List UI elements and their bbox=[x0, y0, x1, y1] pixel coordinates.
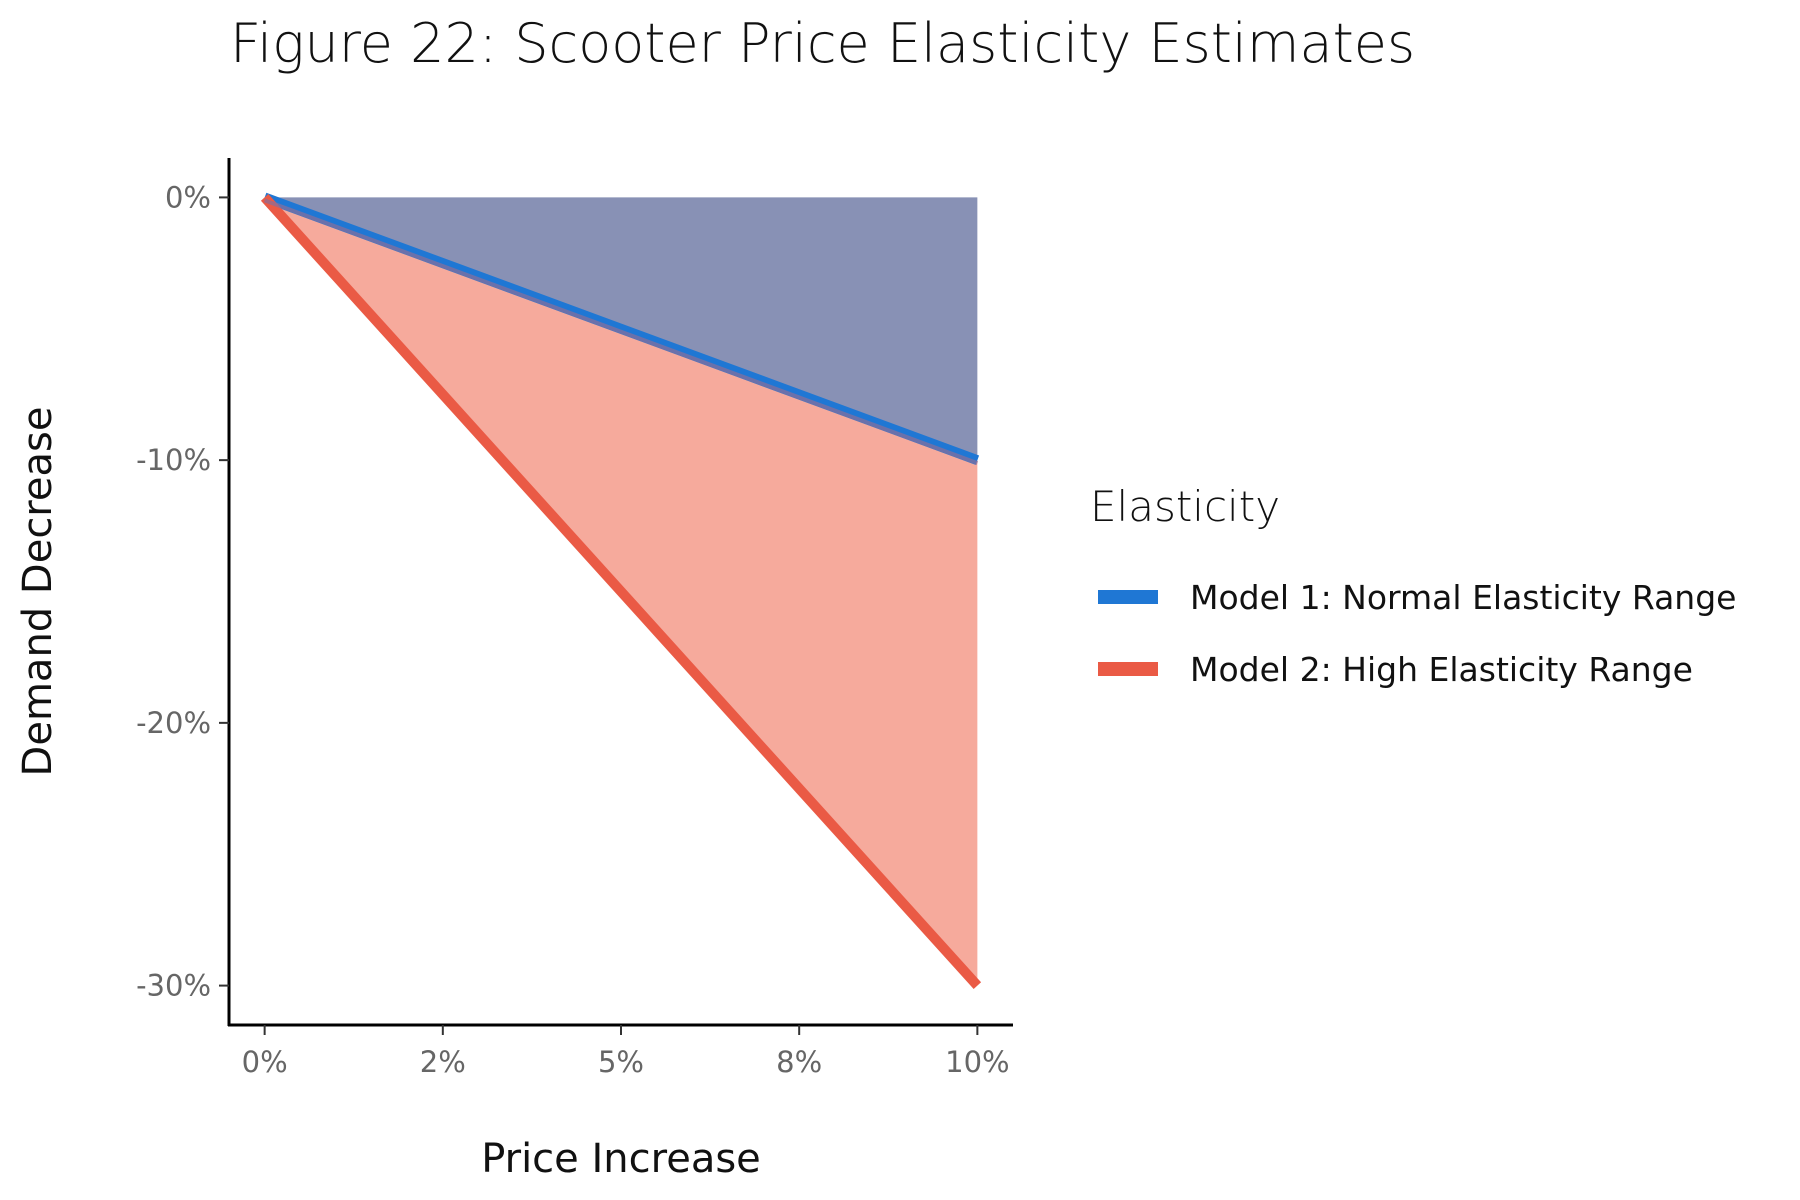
legend-title: Elasticity bbox=[1090, 482, 1281, 531]
legend-item-model-1: Model 1: Normal Elasticity Range bbox=[1090, 561, 1736, 633]
line-model-1 bbox=[262, 192, 980, 465]
x-tick-label-4: 10% bbox=[945, 1045, 1009, 1079]
x-tick-label-3: 8% bbox=[776, 1045, 822, 1079]
series-lines bbox=[260, 192, 982, 989]
chart-title: Figure 22: Scooter Price Elasticity Esti… bbox=[230, 12, 1416, 75]
x-tick-label-1: 2% bbox=[420, 1045, 466, 1079]
x-axis-title: Price Increase bbox=[481, 1136, 761, 1182]
legend-key-model-2 bbox=[1098, 662, 1158, 676]
legend-label-model-1: Model 1: Normal Elasticity Range bbox=[1190, 577, 1737, 617]
line-model-1-edge bbox=[263, 198, 979, 466]
y-tick-label-1: -10% bbox=[136, 443, 211, 477]
legend-key-model-1 bbox=[1098, 590, 1158, 604]
tick-labels: 0% 2% 5% 8% 10% 0% -10% -20% -30% bbox=[136, 180, 1010, 1079]
x-tick-label-2: 5% bbox=[598, 1045, 644, 1079]
x-tick-label-0: 0% bbox=[242, 1045, 288, 1079]
y-axis-title: Demand Decrease bbox=[15, 407, 61, 777]
tick-marks bbox=[219, 196, 979, 1035]
y-tick-label-3: -30% bbox=[136, 969, 211, 1003]
y-tick-label-2: -20% bbox=[136, 706, 211, 740]
line-model-2 bbox=[260, 194, 982, 989]
legend-item-model-2: Model 2: High Elasticity Range bbox=[1090, 633, 1736, 705]
legend-label-model-2: Model 2: High Elasticity Range bbox=[1190, 649, 1693, 689]
legend: Elasticity Model 1: Normal Elasticity Ra… bbox=[1090, 482, 1736, 705]
y-tick-label-0: 0% bbox=[165, 180, 211, 214]
